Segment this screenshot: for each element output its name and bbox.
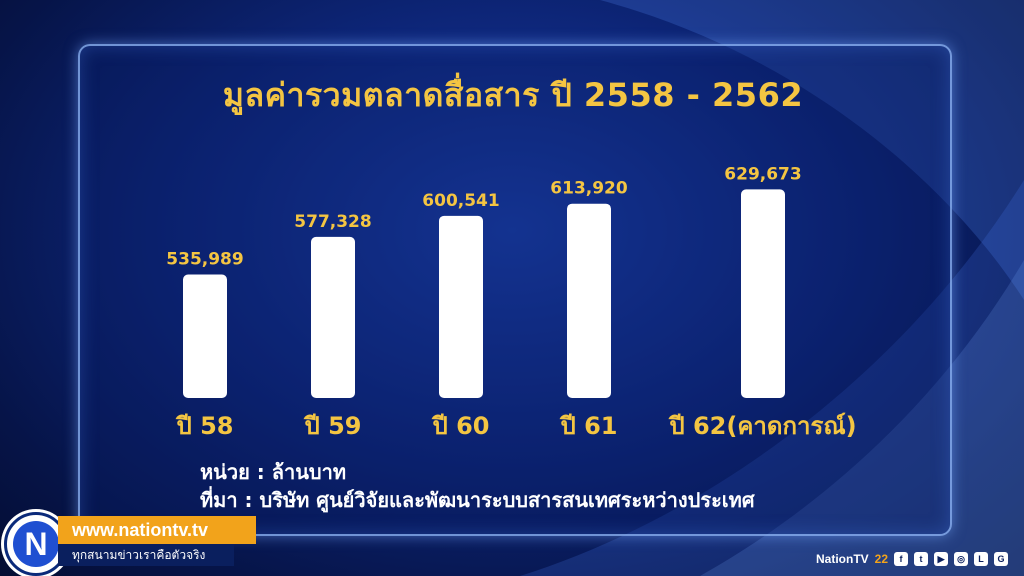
logo-letter: N [13, 521, 59, 567]
instagram-icon: ◎ [954, 552, 969, 566]
bar-3 [439, 215, 483, 398]
line-icon: L [974, 552, 989, 566]
category-label-2: ปี 59 [303, 412, 361, 440]
channel-number: 22 [874, 552, 889, 566]
value-label-4: 613,920 [550, 179, 628, 199]
value-label-3: 600,541 [422, 191, 499, 211]
slogan: ทุกสนามข่าวเราคือตัวจริง [58, 544, 234, 566]
category-label-4: ปี 61 [559, 412, 617, 440]
logo-circle: N [4, 512, 68, 576]
channel-brand: NationTV 22 f t ▶ ◎ L G [816, 548, 1009, 570]
bar-2 [311, 236, 355, 398]
youtube-icon: ▶ [934, 552, 949, 566]
category-label-5: ปี 62(คาดการณ์) [668, 412, 856, 440]
category-label-3: ปี 60 [431, 412, 489, 440]
value-label-1: 535,989 [166, 249, 243, 269]
facebook-icon: f [894, 552, 909, 566]
value-label-2: 577,328 [294, 212, 371, 232]
bar-4 [567, 203, 611, 398]
channel-name: NationTV [816, 552, 869, 566]
website-url: www.nationtv.tv [58, 516, 256, 544]
twitter-icon: t [914, 552, 929, 566]
source-note: ที่มา : บริษัท ศูนย์วิจัยและพัฒนาระบบสาร… [200, 488, 755, 512]
googleplus-icon: G [994, 552, 1009, 566]
unit-note: หน่วย : ล้านบาท [200, 460, 346, 484]
bar-1 [183, 274, 227, 398]
chart-title: มูลค่ารวมตลาดสื่อสาร ปี 2558 - 2562 [222, 76, 804, 114]
bar-5 [741, 189, 785, 398]
value-label-5: 629,673 [724, 164, 801, 184]
category-label-1: ปี 58 [175, 412, 233, 440]
